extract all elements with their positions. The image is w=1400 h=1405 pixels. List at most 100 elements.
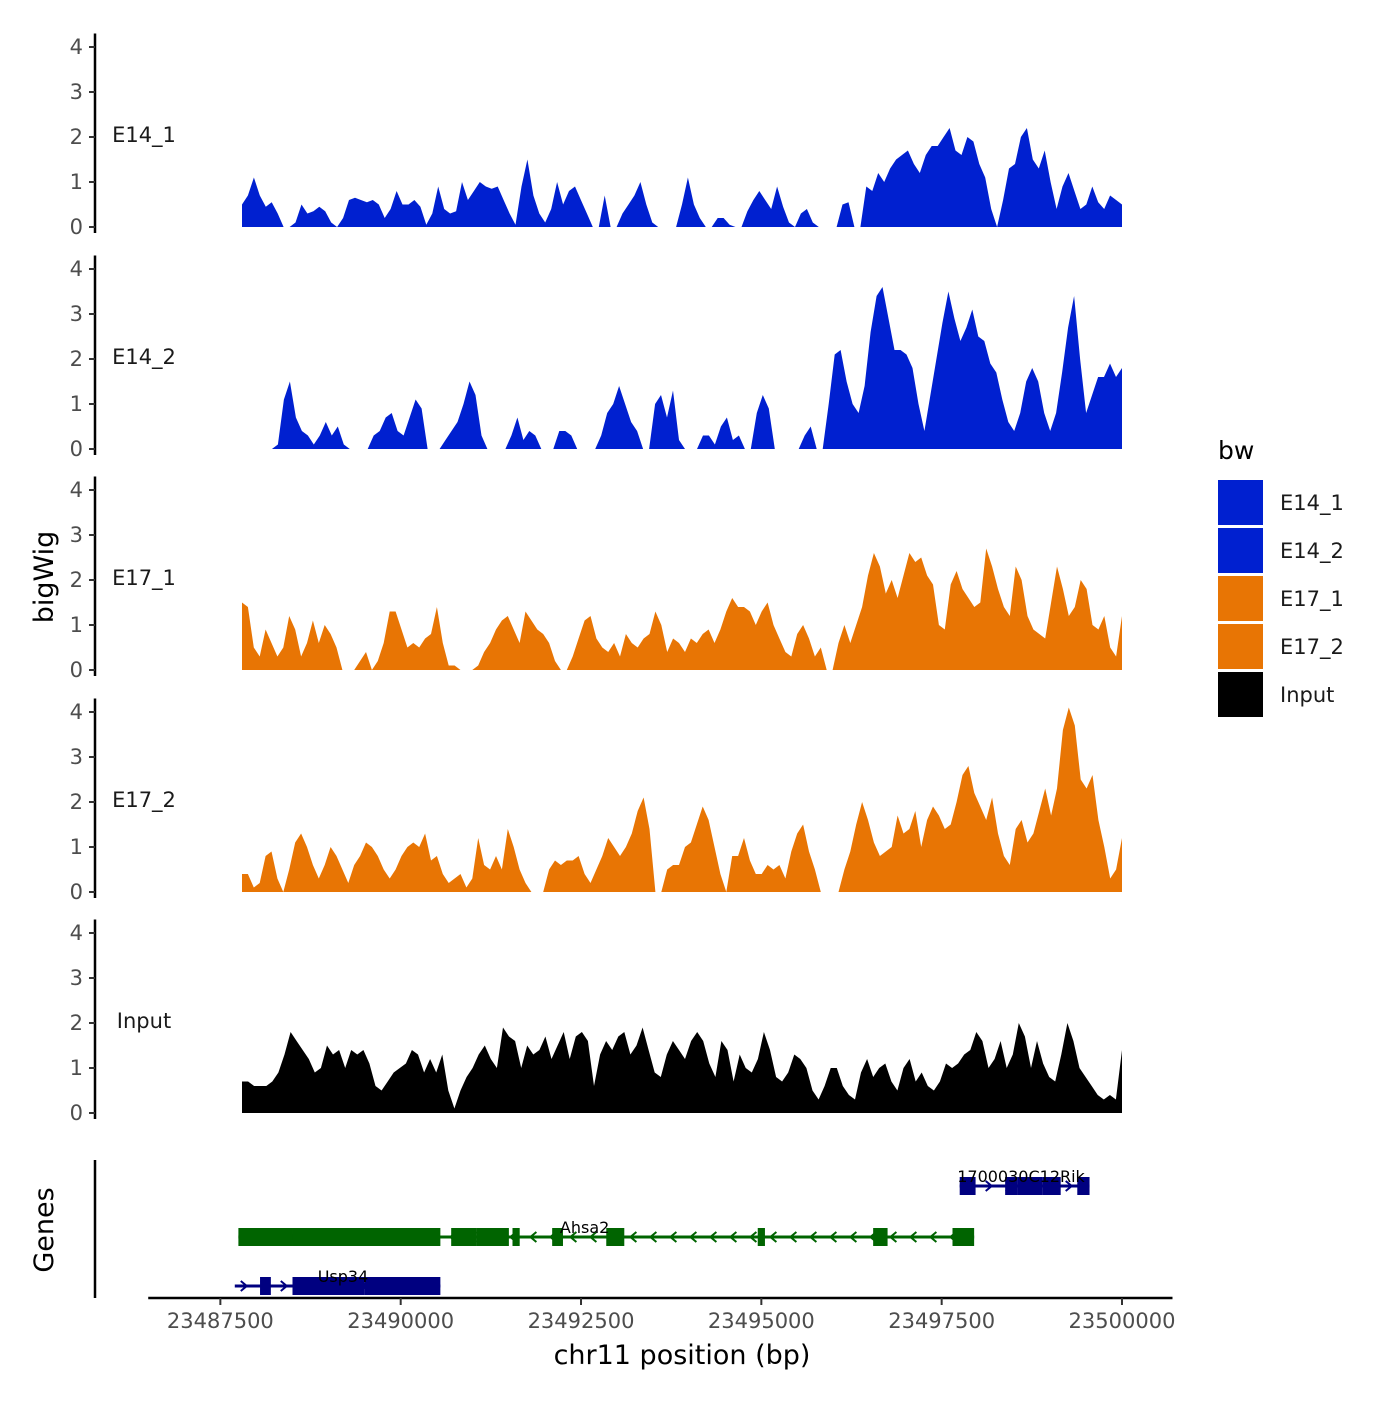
track-E17_1: 0 1 2 3 4 E17_1 [70,476,1122,682]
gene-label: Ahsa2 [560,1218,609,1237]
gene-exon [364,1277,441,1295]
x-tick-label: 23497500 [888,1309,995,1333]
legend-swatch-E17_2 [1218,624,1263,669]
legend-swatch-E14_2 [1218,528,1263,573]
legend-label-E17_1: E17_1 [1280,587,1344,612]
y-tick-label: 2 [70,790,83,814]
y-tick-label: 0 [70,437,83,461]
y-tick-label: 1 [70,392,83,416]
strand-chevron [908,1231,918,1243]
y-tick-label: 2 [70,347,83,371]
track-E14_2: 0 1 2 3 4 E14_2 [70,255,1122,461]
track-Input: 0 1 2 3 4 Input [70,919,1122,1125]
gene-exon [1077,1177,1090,1195]
y-tick-label: 0 [70,880,83,904]
legend-label-E14_1: E14_1 [1280,491,1344,516]
track-label-E14_1: E14_1 [112,123,176,148]
x-tick-label: 23490000 [347,1309,454,1333]
area-series-Input [242,1023,1122,1113]
gene-exon [1005,1177,1018,1195]
strand-chevron [568,1231,578,1243]
genes-panel: 1700030C12Rik Ahsa2 Usp34 [93,1160,1090,1298]
y-tick-label: 3 [70,966,83,990]
gene-exon [476,1228,509,1246]
gene-Ahsa2: Ahsa2 [238,1218,975,1246]
y-tick-label: 4 [70,478,83,502]
strand-chevron [528,1231,538,1243]
legend-swatch-E14_1 [1218,480,1263,525]
track-label-E14_2: E14_2 [112,345,176,370]
strand-chevron [648,1231,658,1243]
x-tick-label: 23492500 [528,1309,635,1333]
gene-1700030C12Rik: 1700030C12Rik [957,1167,1090,1195]
gene-exon [260,1277,271,1295]
bigwig-tracks: 0 1 2 3 4 E14_1 0 1 2 3 4 E14_2 0 1 2 3 4 E17_1 0 1 2 3 4 E17_2… [70,33,1122,1125]
gene-exon [451,1228,477,1246]
gene-exon [1017,1177,1043,1195]
y-tick-label: 2 [70,125,83,149]
gene-exon [757,1228,765,1246]
strand-chevron [240,1280,249,1292]
y-tick-label: 4 [70,35,83,59]
gene-exon [959,1177,976,1195]
strand-chevron [888,1231,898,1243]
legend-title: bw [1218,436,1254,465]
y-tick-label: 1 [70,613,83,637]
gene-exon [1042,1177,1061,1195]
area-series-E14_2 [242,287,1122,449]
x-axis-title: chr11 position (bp) [554,1340,811,1371]
y-tick-label: 2 [70,568,83,592]
gene-exon [512,1228,520,1246]
strand-chevron [280,1280,289,1292]
strand-chevron [985,1180,994,1192]
x-tick-label: 23500000 [1069,1309,1176,1333]
gene-label: Usp34 [318,1267,369,1286]
strand-chevron [828,1231,838,1243]
x-tick-label: 23495000 [708,1309,815,1333]
track-label-E17_2: E17_2 [112,788,176,813]
gene-label: 1700030C12Rik [957,1167,1085,1186]
y-tick-label: 3 [70,80,83,104]
gene-exon [552,1228,563,1246]
legend-label-E17_2: E17_2 [1280,635,1344,660]
gene-exon [292,1277,365,1295]
gene-Usp34: Usp34 [234,1267,441,1295]
y-tick-label: 1 [70,170,83,194]
strand-chevron [708,1231,718,1243]
genes-axis-title: Genes [29,1187,60,1272]
strand-chevron [748,1231,758,1243]
legend: bw E14_1 E14_2 E17_1 E17_2 Input [1218,436,1344,717]
area-series-E17_1 [242,548,1122,670]
track-E17_2: 0 1 2 3 4 E17_2 [70,698,1122,904]
y-axis-title: bigWig [29,531,60,624]
area-series-E17_2 [242,707,1122,892]
legend-label-Input: Input [1280,683,1334,707]
y-tick-label: 3 [70,745,83,769]
y-tick-label: 3 [70,523,83,547]
track-E14_1: 0 1 2 3 4 E14_1 [70,33,1122,239]
gene-exon [873,1228,888,1246]
track-label-E17_1: E17_1 [112,566,176,591]
strand-chevron [668,1231,678,1243]
strand-chevron [628,1231,638,1243]
strand-chevron [728,1231,738,1243]
y-tick-label: 4 [70,257,83,281]
track-label-Input: Input [117,1009,171,1033]
area-series-E14_1 [242,128,1122,227]
strand-chevron [848,1231,858,1243]
gene-exon [238,1228,293,1246]
legend-swatch-E17_1 [1218,576,1263,621]
strand-chevron [688,1231,698,1243]
y-tick-label: 1 [70,1056,83,1080]
strand-chevron [1065,1180,1074,1192]
y-tick-label: 0 [70,215,83,239]
y-tick-label: 3 [70,302,83,326]
gene-exon [952,1228,975,1246]
y-tick-label: 4 [70,921,83,945]
legend-label-E14_2: E14_2 [1280,539,1344,564]
y-tick-label: 0 [70,1101,83,1125]
legend-swatch-Input [1218,672,1263,717]
strand-chevron [928,1231,938,1243]
